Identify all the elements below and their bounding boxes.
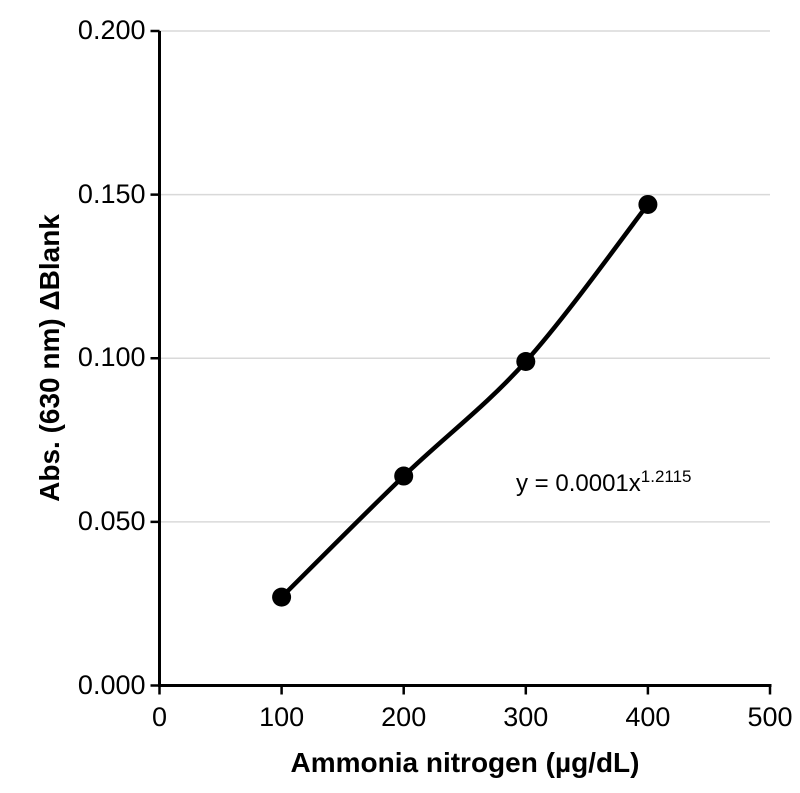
data-point-marker [516,352,536,372]
x-tick-label: 500 [747,701,793,732]
x-tick-label: 100 [259,701,305,732]
y-tick-label: 0.100 [77,342,146,373]
y-tick-label: 0.200 [77,15,146,46]
trendline-equation-base: y = 0.0001x [516,470,641,497]
x-axis-title: Ammonia nitrogen (µg/dL) [290,747,640,778]
x-tick-label: 300 [503,701,549,732]
x-tick-label: 0 [151,701,168,732]
x-tick-label: 200 [381,701,427,732]
y-tick-label: 0.150 [77,178,146,209]
y-tick-label: 0.000 [77,669,146,700]
data-point-marker [638,194,658,214]
y-tick-label: 0.050 [77,506,146,537]
y-axis-title: Abs. (630 nm) ΔBlank [34,214,65,502]
trendline-equation-exponent: 1.2115 [640,467,692,486]
data-point-marker [272,587,292,607]
x-tick-label: 400 [625,701,671,732]
trendline-equation: y = 0.0001x1.2115 [516,467,692,498]
trendline [279,202,651,600]
data-point-marker [394,466,414,486]
